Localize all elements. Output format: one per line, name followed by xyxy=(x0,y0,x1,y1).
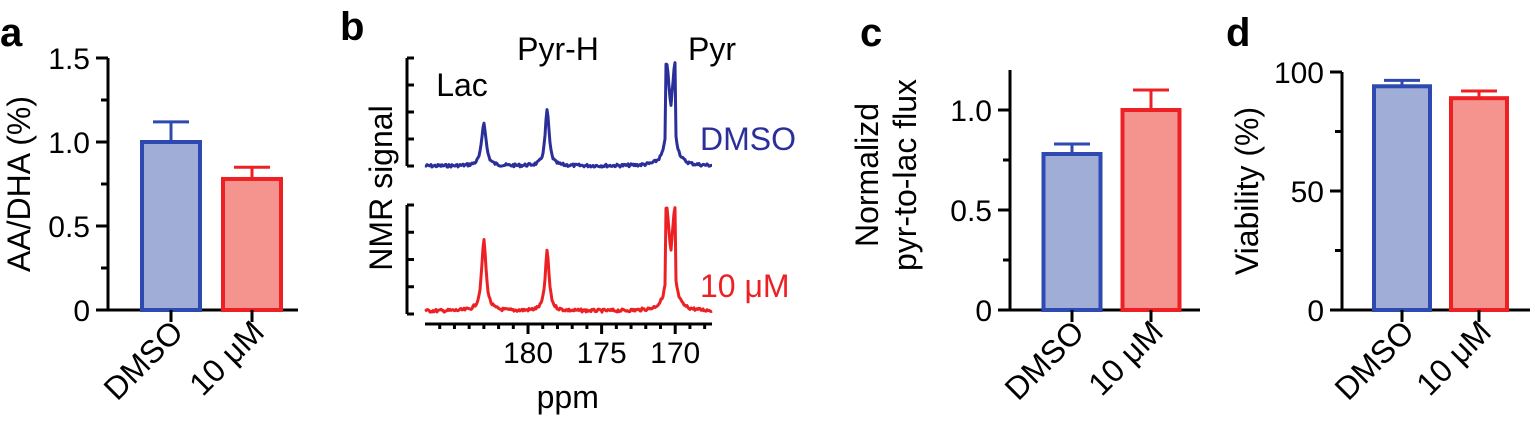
y-tick-label: 0 xyxy=(975,295,992,328)
spectrum-trace-treated xyxy=(424,206,713,314)
series-label: DMSO xyxy=(700,121,796,157)
category-label: 10 μM xyxy=(1409,313,1498,402)
bar-dmso xyxy=(140,140,202,312)
panel-letter-c: c xyxy=(860,11,882,55)
y-axis-label-line: pyr-to-lac flux xyxy=(887,79,923,271)
panel-b-nmr-spectra: NMR signal 180 175 170 ppm Lac Pyr-H Pyr DMSO 10 … xyxy=(363,31,796,415)
y-tick-label: 0 xyxy=(1307,295,1324,328)
y-axis-label: AA/DHA (%) xyxy=(1,96,37,272)
x-tick-label: 180 xyxy=(503,337,553,370)
spectrum-trace-dmso xyxy=(424,61,713,169)
bar-dmso xyxy=(1041,152,1103,312)
category-label: DMSO xyxy=(998,313,1091,406)
bar-dmso xyxy=(1372,84,1432,312)
x-axis-label: ppm xyxy=(537,379,599,415)
peak-label: Lac xyxy=(436,67,488,103)
panel-letter-a: a xyxy=(0,11,23,55)
x-tick-label: 170 xyxy=(650,337,700,370)
category-label: DMSO xyxy=(97,313,190,406)
y-tick-label: 0 xyxy=(73,295,90,328)
y-axis-label-line: Normalizd xyxy=(849,103,885,247)
y-tick-label: 0.5 xyxy=(950,195,992,228)
panel-letter-b: b xyxy=(340,5,364,49)
peak-label: Pyr xyxy=(688,31,736,67)
bar-treated xyxy=(221,176,283,312)
category-label: 10 μM xyxy=(1081,313,1170,402)
y-tick-label: 1.0 xyxy=(48,127,90,160)
y-tick-label: 50 xyxy=(1291,176,1324,209)
peak-label: Pyr-H xyxy=(517,31,599,67)
panel-letter-d: d xyxy=(1226,11,1250,55)
category-label: 10 μM xyxy=(182,313,271,402)
bar-treated xyxy=(1449,96,1509,313)
bar-treated xyxy=(1120,108,1182,312)
x-tick-label: 175 xyxy=(577,337,627,370)
y-tick-label: 1.5 xyxy=(48,43,90,76)
y-axis-label: NMR signal xyxy=(363,105,399,270)
y-tick-label: 100 xyxy=(1274,57,1324,90)
y-tick-label: 0.5 xyxy=(48,211,90,244)
y-axis-label: Viability (%) xyxy=(1229,107,1265,275)
series-label: 10 μM xyxy=(700,268,790,304)
y-tick-label: 1.0 xyxy=(950,95,992,128)
category-label: DMSO xyxy=(1328,313,1421,406)
